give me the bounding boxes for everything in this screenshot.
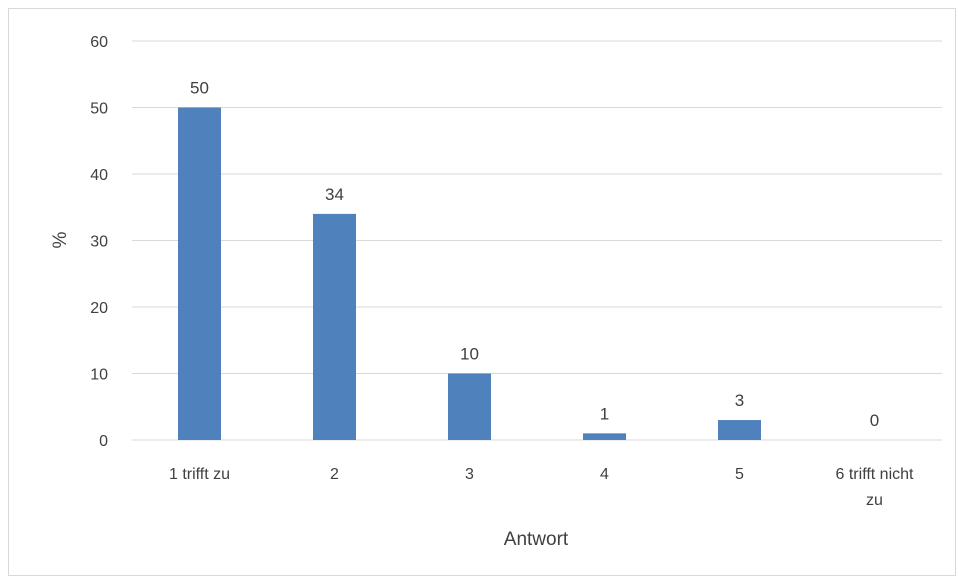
bar — [718, 420, 761, 440]
bar — [313, 213, 356, 440]
data-label: 3 — [735, 391, 744, 410]
gridlines — [132, 40, 942, 441]
x-tick-label: 5 — [735, 466, 744, 483]
x-tick-labels: 1 trifft zu 2 3 4 5 6 trifft nicht zu — [169, 466, 914, 509]
y-tick-label: 60 — [90, 34, 108, 51]
y-tick-label: 0 — [99, 433, 108, 450]
data-label: 0 — [870, 411, 879, 430]
y-tick-label: 20 — [90, 300, 108, 317]
bar — [583, 433, 626, 440]
data-label: 1 — [600, 404, 609, 423]
bars — [178, 107, 761, 440]
x-tick-label: 3 — [465, 466, 474, 483]
y-tick-label: 40 — [90, 167, 108, 184]
data-label: 34 — [325, 185, 344, 204]
x-tick-label: 1 trifft zu — [169, 466, 230, 483]
y-axis-title: % — [50, 231, 71, 248]
chart-frame — [8, 8, 956, 576]
x-tick-label: 4 — [600, 466, 609, 483]
y-tick-label: 30 — [90, 234, 108, 251]
bar — [448, 373, 491, 440]
bar — [178, 107, 221, 440]
y-tick-labels: 0 10 20 30 40 50 60 — [90, 34, 108, 450]
y-tick-label: 50 — [90, 101, 108, 118]
x-tick-label: 2 — [330, 466, 339, 483]
data-label: 10 — [460, 345, 479, 364]
data-label: 50 — [190, 79, 209, 98]
x-axis-title: Antwort — [504, 529, 569, 550]
x-tick-label: 6 trifft nicht zu — [836, 466, 915, 509]
data-labels: 50 34 10 1 3 0 — [190, 79, 879, 431]
y-tick-label: 10 — [90, 367, 108, 384]
